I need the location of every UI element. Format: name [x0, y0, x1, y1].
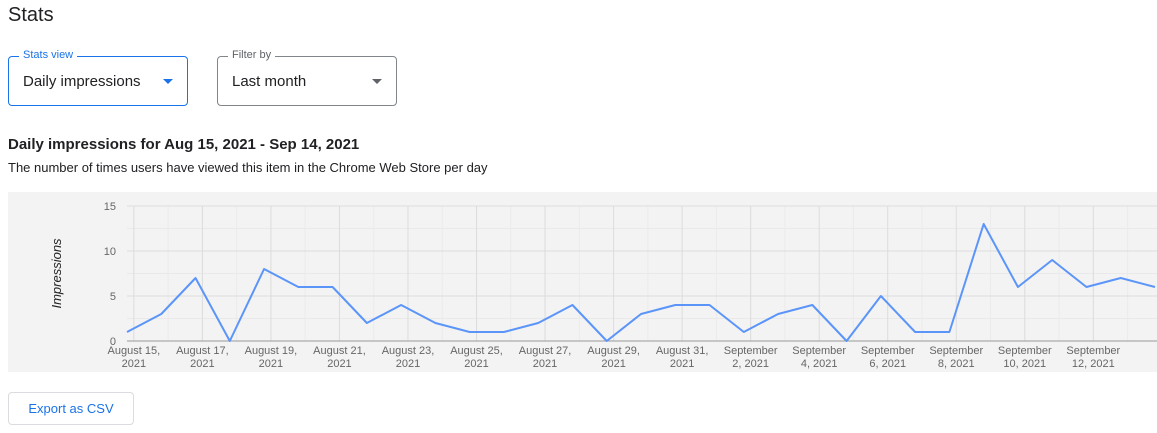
x-tick-label: August 25, [450, 345, 503, 357]
x-tick-label: August 15, [108, 345, 161, 357]
x-tick-label: September [929, 345, 983, 357]
x-tick-label: August 27, [519, 345, 572, 357]
x-tick-label: September [724, 345, 778, 357]
x-tick-label: August 21, [313, 345, 366, 357]
x-tick-label: 4, 2021 [801, 358, 838, 370]
stats-view-label: Stats view [19, 49, 78, 61]
dropdown-arrow-icon [372, 79, 382, 84]
x-tick-label: September [1066, 345, 1120, 357]
filter-by-select[interactable]: Filter by Last month [217, 49, 397, 106]
x-tick-label: 2021 [327, 358, 351, 370]
x-tick-label: August 23, [382, 345, 435, 357]
x-tick-label: 2021 [670, 358, 694, 370]
y-tick-label: 15 [104, 201, 116, 213]
page-title: Stats [8, 4, 54, 26]
x-tick-label: 2021 [464, 358, 488, 370]
chart-subtitle: The number of times users have viewed th… [8, 160, 488, 175]
x-tick-label: 2021 [122, 358, 146, 370]
x-tick-label: 2, 2021 [732, 358, 769, 370]
x-tick-label: August 29, [587, 345, 640, 357]
y-tick-label: 5 [110, 291, 116, 303]
x-tick-label: 2021 [601, 358, 625, 370]
y-axis-label: Impressions [49, 238, 64, 309]
x-tick-label: 6, 2021 [869, 358, 906, 370]
x-tick-label: 2021 [259, 358, 283, 370]
x-tick-label: September [792, 345, 846, 357]
x-tick-label: 2021 [533, 358, 557, 370]
export-csv-button[interactable]: Export as CSV [8, 392, 134, 425]
filter-by-value: Last month [232, 73, 307, 90]
x-tick-label: 2021 [190, 358, 214, 370]
filter-by-label: Filter by [228, 49, 276, 61]
dropdown-arrow-icon [163, 79, 173, 84]
y-tick-label: 10 [104, 246, 116, 258]
x-tick-label: August 31, [656, 345, 709, 357]
x-tick-label: 8, 2021 [938, 358, 975, 370]
y-tick-label: 0 [110, 336, 116, 348]
stats-view-select[interactable]: Stats view Daily impressions [8, 49, 188, 106]
x-tick-label: 12, 2021 [1072, 358, 1115, 370]
stats-view-value: Daily impressions [23, 73, 141, 90]
x-tick-label: 10, 2021 [1003, 358, 1046, 370]
x-tick-label: September [998, 345, 1052, 357]
x-tick-label: August 17, [176, 345, 229, 357]
x-tick-label: September [861, 345, 915, 357]
x-tick-label: 2021 [396, 358, 420, 370]
x-tick-label: August 19, [245, 345, 298, 357]
chart-heading: Daily impressions for Aug 15, 2021 - Sep… [8, 136, 360, 153]
